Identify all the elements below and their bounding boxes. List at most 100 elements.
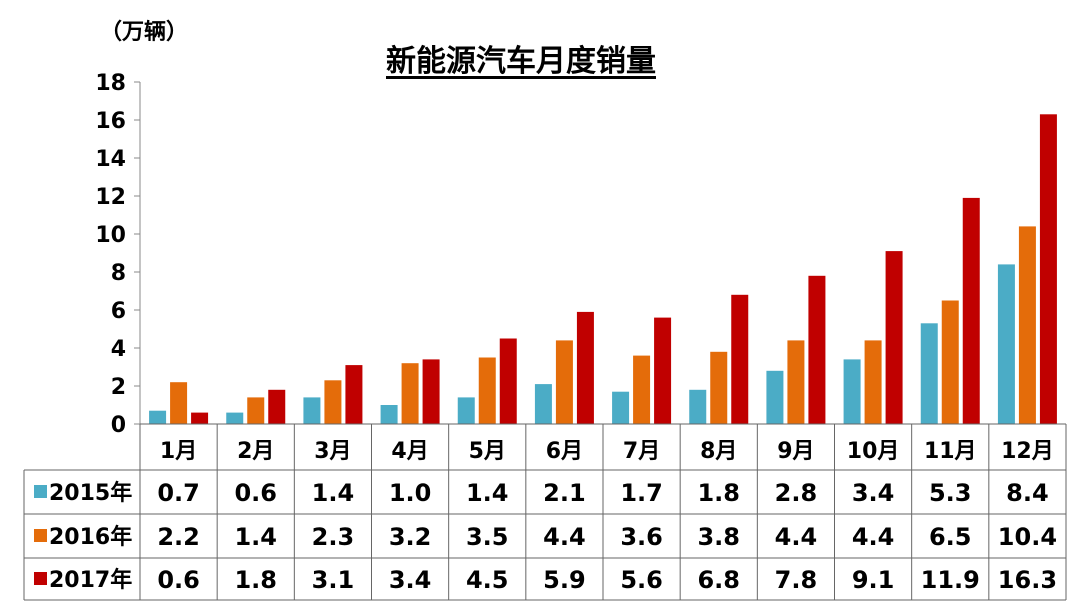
y-tick-label: 10 — [95, 223, 126, 248]
table-value-1-1: 0.7 — [157, 479, 200, 507]
table-value-2-6: 4.4 — [543, 523, 586, 551]
table-value-3-11: 11.9 — [921, 566, 980, 594]
chart-title: 新能源汽车月度销量 — [386, 44, 656, 79]
bar-3-11 — [962, 197, 980, 424]
x-category-label: 9月 — [777, 439, 814, 464]
table-value-3-2: 1.8 — [234, 566, 277, 594]
bar-1-7 — [612, 391, 630, 424]
x-category-label: 3月 — [314, 439, 351, 464]
data-table: 1月 2月 3月 4月 5月 6月 7月 8月 9月 10月 11月 12月 2015年 0.7 0.6 1.… — [23, 423, 1067, 601]
y-tick-label: 12 — [95, 185, 126, 210]
x-category-label: 7月 — [623, 439, 660, 464]
bar-1-10 — [843, 359, 861, 424]
legend-label-1: 2015年 — [49, 480, 132, 506]
bar-2-2 — [247, 397, 265, 424]
x-category-label: 8月 — [700, 439, 737, 464]
bar-2-8 — [710, 351, 728, 424]
x-category-label: 5月 — [469, 439, 506, 464]
legend-swatch-1 — [34, 485, 47, 498]
bar-1-5 — [457, 397, 475, 424]
table-value-1-2: 0.6 — [234, 479, 277, 507]
table-value-2-11: 6.5 — [929, 523, 972, 551]
table-value-1-4: 1.0 — [389, 479, 432, 507]
x-category-label: 11月 — [924, 439, 977, 464]
bar-1-9 — [766, 370, 784, 424]
table-value-1-7: 1.7 — [620, 479, 663, 507]
bar-2-1 — [170, 382, 188, 424]
bar-3-2 — [268, 389, 286, 424]
x-category-label: 2月 — [237, 439, 274, 464]
table-value-1-8: 1.8 — [697, 479, 740, 507]
table-value-2-12: 10.4 — [998, 523, 1057, 551]
table-value-3-8: 6.8 — [697, 566, 740, 594]
table-value-2-7: 3.6 — [620, 523, 663, 551]
bar-1-11 — [920, 323, 938, 424]
y-tick-label: 4 — [111, 337, 126, 362]
bar-1-3 — [303, 397, 321, 424]
y-tick-label: 0 — [111, 413, 126, 438]
bar-3-5 — [499, 338, 517, 424]
bar-3-12 — [1039, 114, 1057, 425]
table-value-2-1: 2.2 — [157, 523, 200, 551]
bar-2-7 — [633, 355, 651, 424]
table-value-1-12: 8.4 — [1006, 479, 1049, 507]
y-tick-label: 18 — [95, 71, 126, 96]
table-value-3-12: 16.3 — [998, 566, 1057, 594]
table-value-3-6: 5.9 — [543, 566, 586, 594]
table-value-3-9: 7.8 — [775, 566, 818, 594]
bar-2-10 — [864, 340, 882, 424]
table-value-3-4: 3.4 — [389, 566, 432, 594]
bar-2-11 — [941, 300, 959, 424]
bar-2-5 — [478, 357, 496, 424]
table-value-3-7: 5.6 — [620, 566, 663, 594]
table-value-2-10: 4.4 — [852, 523, 895, 551]
table-value-2-9: 4.4 — [775, 523, 818, 551]
bar-3-1 — [191, 412, 209, 424]
bar-2-4 — [401, 363, 419, 424]
bar-1-1 — [149, 410, 167, 424]
bar-2-3 — [324, 380, 342, 424]
table-value-1-9: 2.8 — [775, 479, 818, 507]
table-value-2-4: 3.2 — [389, 523, 432, 551]
bar-1-2 — [226, 412, 244, 424]
bar-3-3 — [345, 365, 363, 424]
table-value-1-3: 1.4 — [312, 479, 355, 507]
table-value-1-6: 2.1 — [543, 479, 586, 507]
legend-label-2: 2016年 — [49, 524, 132, 550]
x-category-label: 4月 — [391, 439, 428, 464]
legend-label-3: 2017年 — [49, 567, 132, 593]
legend-swatch-2 — [34, 529, 47, 542]
bar-3-6 — [576, 311, 594, 424]
bar-3-9 — [808, 275, 826, 424]
bar-3-4 — [422, 359, 440, 424]
bar-3-8 — [731, 294, 749, 424]
table-value-1-5: 1.4 — [466, 479, 509, 507]
table-value-3-5: 4.5 — [466, 566, 509, 594]
y-tick-label: 8 — [111, 261, 126, 286]
y-axis-unit-label: （万辆） — [100, 20, 189, 45]
y-tick-label: 6 — [111, 299, 126, 324]
y-tick-label: 16 — [95, 109, 126, 134]
table-value-2-3: 2.3 — [312, 523, 355, 551]
x-category-label: 12月 — [1001, 439, 1054, 464]
bar-1-12 — [997, 264, 1015, 424]
bar-1-4 — [380, 405, 398, 424]
bar-1-6 — [534, 384, 552, 424]
table-value-3-1: 0.6 — [157, 566, 200, 594]
y-axis: 0 2 4 6 8 10 12 14 16 18 — [95, 71, 141, 438]
bar-3-10 — [885, 251, 903, 424]
x-category-label: 1月 — [160, 439, 197, 464]
bar-1-8 — [689, 389, 707, 424]
y-tick-label: 2 — [111, 375, 126, 400]
bar-2-12 — [1018, 226, 1036, 424]
table-value-3-3: 3.1 — [312, 566, 355, 594]
table-value-2-8: 3.8 — [697, 523, 740, 551]
x-category-label: 10月 — [847, 439, 900, 464]
bar-3-7 — [654, 317, 672, 424]
table-value-1-11: 5.3 — [929, 479, 972, 507]
x-category-label: 6月 — [546, 439, 583, 464]
y-tick-label: 14 — [95, 147, 126, 172]
legend-swatch-3 — [34, 572, 47, 585]
bar-2-9 — [787, 340, 805, 424]
